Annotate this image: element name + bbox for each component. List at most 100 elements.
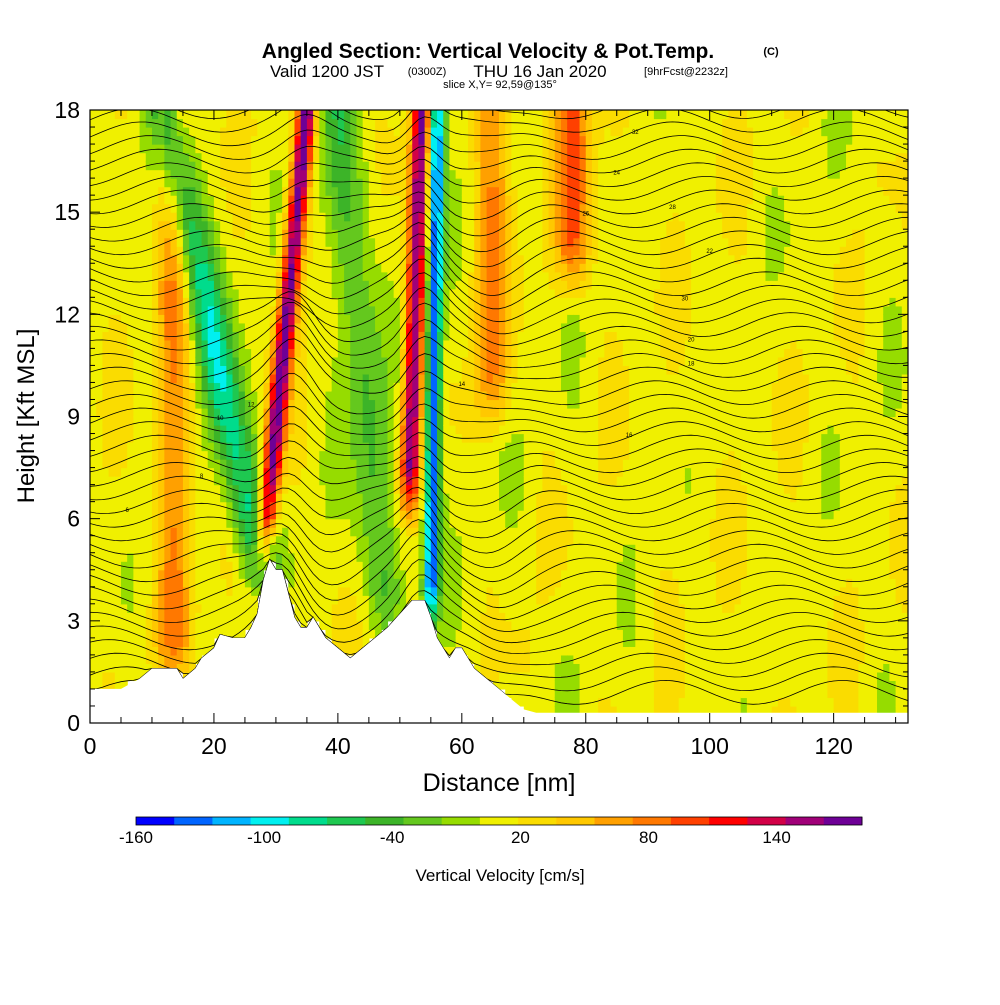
velocity-cell (170, 459, 178, 469)
velocity-cell (548, 186, 556, 196)
velocity-cell (486, 254, 494, 264)
velocity-cell (232, 407, 240, 418)
velocity-cell (375, 544, 382, 554)
velocity-cell (195, 442, 203, 452)
velocity-cell (381, 382, 389, 392)
velocity-cell (201, 144, 209, 154)
velocity-cell (176, 629, 184, 639)
velocity-cell (560, 314, 568, 324)
velocity-cell (529, 246, 537, 256)
velocity-cell (461, 561, 469, 571)
velocity-cell (449, 280, 457, 290)
velocity-cell (226, 467, 234, 477)
velocity-cell (443, 612, 451, 622)
velocity-cell (176, 637, 184, 647)
velocity-cell (418, 459, 426, 469)
velocity-cell (300, 229, 308, 239)
velocity-cell (331, 178, 339, 188)
velocity-cell (251, 356, 258, 367)
velocity-cell (145, 246, 153, 256)
velocity-cell (220, 561, 227, 571)
velocity-cell (108, 144, 116, 154)
velocity-cell (164, 612, 172, 622)
velocity-cell (220, 510, 227, 520)
velocity-cell (517, 263, 525, 273)
velocity-cell (486, 305, 494, 315)
velocity-cell (195, 220, 203, 230)
velocity-cell (164, 476, 172, 486)
velocity-cell (567, 705, 574, 716)
velocity-cell (406, 425, 413, 435)
velocity-cell (412, 314, 420, 324)
velocity-cell (282, 152, 289, 162)
velocity-cell (542, 305, 550, 315)
velocity-cell (368, 552, 376, 562)
velocity-cell (102, 237, 110, 247)
velocity-cell (387, 552, 395, 562)
velocity-cell (468, 399, 475, 409)
velocity-cell (406, 348, 413, 358)
velocity-cell (536, 646, 543, 656)
velocity-cell (189, 356, 196, 367)
velocity-cell (368, 476, 376, 486)
velocity-cell (486, 297, 494, 307)
velocity-cell (499, 654, 506, 664)
velocity-cell (257, 416, 265, 426)
velocity-cell (96, 527, 103, 537)
velocity-cell (393, 365, 401, 375)
velocity-cell (306, 288, 314, 298)
velocity-cell (325, 501, 333, 511)
velocity-cell (108, 339, 116, 349)
velocity-cell (505, 612, 512, 622)
velocity-cell (412, 280, 420, 290)
velocity-cell (560, 135, 568, 145)
subtitle-forecast: [9hrFcst@2232z] (644, 66, 728, 78)
velocity-cell (542, 271, 550, 281)
velocity-cell (133, 552, 141, 562)
velocity-cell (356, 195, 364, 205)
velocity-cell (294, 237, 302, 247)
velocity-cell (176, 118, 184, 128)
velocity-cell (511, 305, 519, 315)
velocity-cell (399, 186, 407, 196)
velocity-cell (567, 297, 574, 307)
velocity-cell (306, 203, 314, 213)
velocity-cell (90, 390, 97, 401)
velocity-cell (387, 152, 395, 162)
velocity-cell (294, 484, 302, 494)
velocity-cell (158, 586, 165, 596)
velocity-cell (207, 263, 215, 273)
velocity-cell (536, 382, 543, 392)
velocity-cell (449, 442, 457, 452)
velocity-cell (139, 518, 147, 528)
velocity-cell (120, 178, 128, 188)
velocity-cell (251, 331, 258, 341)
velocity-cell (201, 186, 209, 196)
velocity-cell (244, 271, 252, 281)
velocity-cell (282, 382, 289, 392)
velocity-cell (120, 237, 128, 247)
velocity-cell (517, 322, 525, 332)
velocity-cell (424, 544, 432, 554)
velocity-cell (437, 561, 444, 571)
velocity-cell (176, 212, 184, 222)
velocity-cell (127, 637, 134, 647)
velocity-cell (480, 314, 488, 324)
velocity-cell (536, 263, 543, 273)
velocity-cell (145, 339, 153, 349)
velocity-cell (127, 263, 134, 273)
velocity-cell (517, 127, 525, 137)
velocity-cell (344, 433, 351, 443)
velocity-cell (523, 339, 531, 349)
velocity-cell (523, 212, 531, 222)
velocity-cell (381, 118, 389, 128)
velocity-cell (319, 365, 327, 375)
velocity-cell (114, 195, 122, 205)
velocity-cell (368, 390, 376, 401)
velocity-cell (499, 442, 506, 452)
velocity-cell (127, 612, 134, 622)
velocity-cell (120, 365, 128, 375)
velocity-cell (213, 229, 221, 239)
velocity-cell (120, 680, 128, 690)
velocity-cell (362, 637, 370, 647)
